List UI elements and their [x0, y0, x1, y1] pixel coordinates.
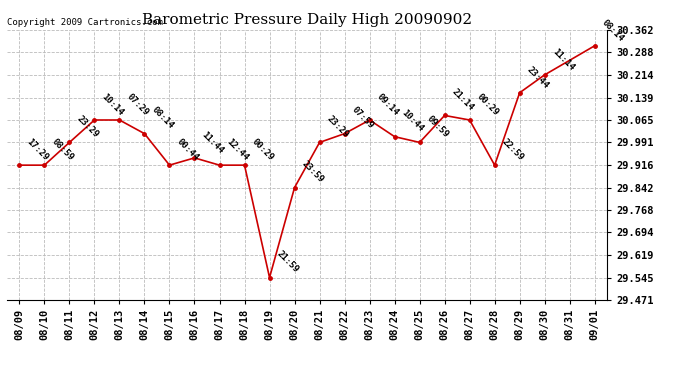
Text: 23:29: 23:29: [325, 114, 351, 140]
Text: 12:44: 12:44: [225, 137, 250, 162]
Text: 23:44: 23:44: [525, 64, 551, 90]
Text: 07:29: 07:29: [125, 92, 150, 117]
Text: 11:44: 11:44: [200, 130, 226, 155]
Text: 17:29: 17:29: [25, 137, 50, 162]
Text: 23:29: 23:29: [75, 114, 100, 140]
Text: 21:59: 21:59: [275, 249, 300, 275]
Text: 21:14: 21:14: [450, 87, 475, 112]
Text: 23:59: 23:59: [300, 159, 326, 185]
Text: 08:14: 08:14: [600, 18, 626, 43]
Text: 09:59: 09:59: [425, 114, 451, 140]
Text: 08:59: 08:59: [50, 137, 75, 162]
Text: 09:14: 09:14: [375, 92, 400, 117]
Text: 07:59: 07:59: [350, 105, 375, 131]
Text: 00:44: 00:44: [175, 137, 200, 162]
Text: 22:59: 22:59: [500, 137, 526, 162]
Text: 10:14: 10:14: [100, 92, 126, 117]
Text: 08:14: 08:14: [150, 105, 175, 131]
Text: 00:29: 00:29: [475, 92, 500, 117]
Text: 11:14: 11:14: [550, 47, 575, 72]
Text: 10:44: 10:44: [400, 108, 426, 134]
Text: Copyright 2009 Cartronics.com: Copyright 2009 Cartronics.com: [7, 18, 163, 27]
Text: 00:29: 00:29: [250, 137, 275, 162]
Title: Barometric Pressure Daily High 20090902: Barometric Pressure Daily High 20090902: [142, 13, 472, 27]
